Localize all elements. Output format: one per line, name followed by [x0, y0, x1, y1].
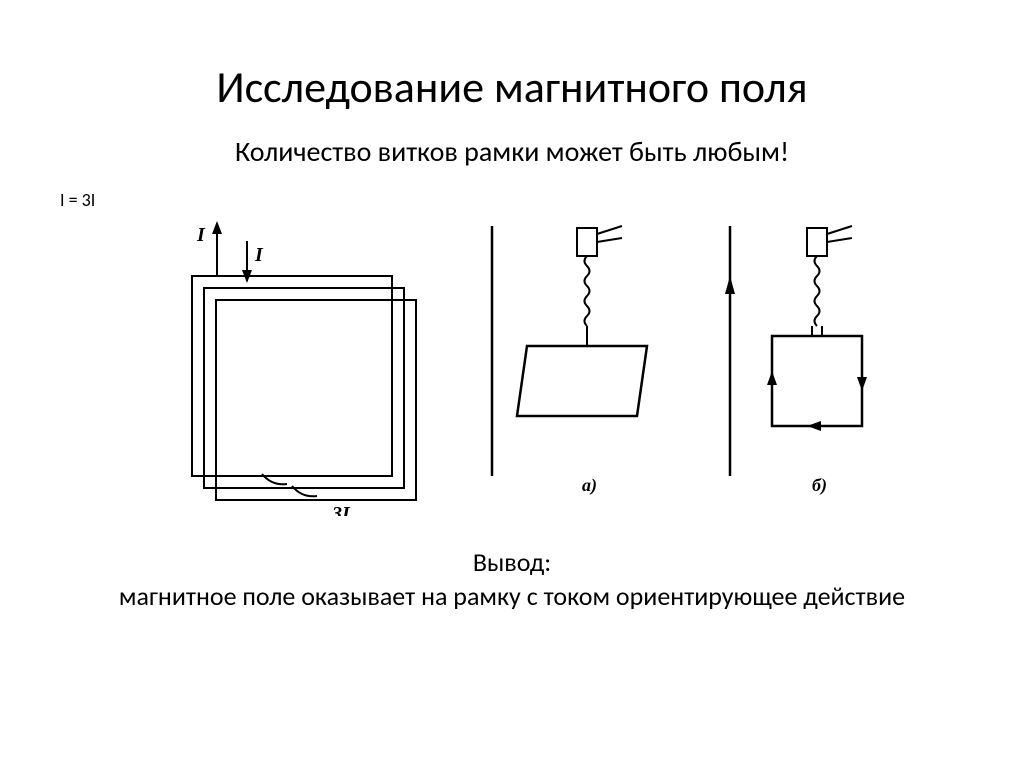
svg-text:а): а): [582, 475, 597, 496]
figure-1-multiturn-frame: I I 3I: [132, 216, 432, 516]
svg-text:3I: 3I: [331, 503, 351, 516]
note-equation: I = 3I: [60, 189, 984, 211]
figure-2-wire-and-frame-a: а): [472, 216, 672, 516]
conclusion: Вывод: магнитное поле оказывает на рамку…: [40, 546, 984, 614]
figure-row: I I 3I а) б): [40, 216, 984, 516]
subtitle: Количество витков рамки может быть любым…: [40, 134, 984, 169]
figure-3-wire-and-frame-b: б): [712, 216, 892, 516]
page-title: Исследование магнитного поля: [40, 60, 984, 114]
slide: Исследование магнитного поля Количество …: [0, 0, 1024, 767]
svg-text:I: I: [254, 244, 264, 266]
svg-text:б): б): [812, 475, 827, 496]
conclusion-label: Вывод:: [40, 546, 984, 580]
conclusion-text: магнитное поле оказывает на рамку с токо…: [40, 580, 984, 614]
svg-text:I: I: [196, 224, 206, 246]
